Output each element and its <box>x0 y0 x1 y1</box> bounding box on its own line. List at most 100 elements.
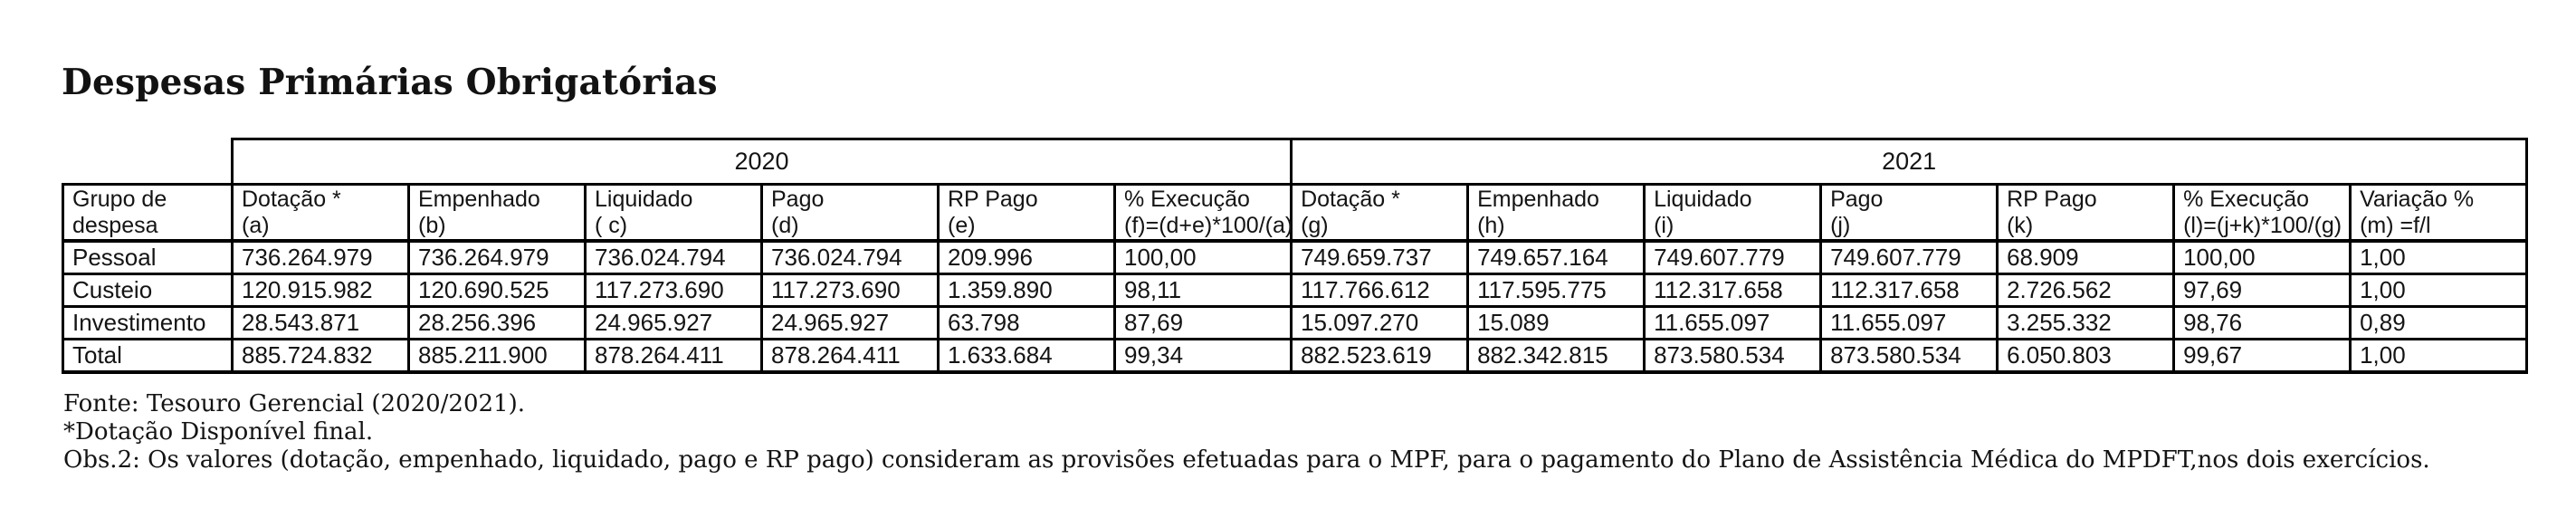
table-cell: 736.264.979 <box>231 239 410 275</box>
table-cell: 117.595.775 <box>1466 273 1646 308</box>
table-cell: 0,89 <box>2349 305 2529 340</box>
header-line: % Execução <box>2183 187 2310 212</box>
header-line: Liquidado <box>1654 187 1752 212</box>
table-row: Investimento 28.543.871 28.256.396 24.965.9… <box>62 305 2529 340</box>
header-line: Variação % <box>2360 187 2475 212</box>
header-line: ( c) <box>595 213 628 238</box>
table-row: Custeio 120.915.982 120.690.525 117.273.690… <box>62 273 2529 308</box>
table-cell: 15.089 <box>1466 305 1646 340</box>
table-cell: 24.965.927 <box>760 305 940 340</box>
table-cell: 736.264.979 <box>407 239 587 275</box>
column-header: Empenhado (h) <box>1466 183 1646 243</box>
table-cell: 97,69 <box>2172 273 2352 308</box>
table-cell: 2.726.562 <box>1996 273 2176 308</box>
header-line: Pago <box>1830 187 1884 212</box>
column-header: Liquidado( c) <box>584 183 763 243</box>
header-line: Pago <box>771 187 825 212</box>
row-label: Pessoal <box>62 239 234 275</box>
column-header: % Execução (l)=(j+k)*100/(g) <box>2172 183 2352 243</box>
header-line: Liquidado <box>595 187 693 212</box>
header-line: (f)=(d+e)*100/(a) <box>1124 213 1293 238</box>
header-line: (i) <box>1654 213 1674 238</box>
header-line: (g) <box>1301 213 1329 238</box>
page-title: Despesas Primárias Obrigatórias <box>62 62 718 103</box>
footnotes: Fonte: Tesouro Gerencial (2020/2021). *D… <box>63 390 2430 474</box>
table-cell: 100,00 <box>1112 239 1293 275</box>
header-line: (b) <box>418 213 446 238</box>
header-line: % Execução <box>1124 187 1250 212</box>
table-corner-spacer <box>63 139 233 185</box>
table-cell: 1,00 <box>2349 239 2529 275</box>
table-cell: 749.607.779 <box>1643 239 1823 275</box>
table-cell: 68.909 <box>1996 239 2176 275</box>
header-line: (k) <box>2007 213 2034 238</box>
header-line: Empenhado <box>418 187 540 212</box>
header-line: (e) <box>948 213 976 238</box>
footnote-asterisk: *Dotação Disponível final. <box>63 418 374 446</box>
table-cell: 15.097.270 <box>1290 305 1470 340</box>
header-line: Dotação * <box>1301 187 1400 212</box>
footnote-obs2: Obs.2: Os valores (dotação, empenhado, l… <box>63 446 2430 474</box>
table-cell: 749.657.164 <box>1466 239 1646 275</box>
table-cell: 24.965.927 <box>584 305 763 340</box>
table-cell: 117.273.690 <box>760 273 940 308</box>
table-cell: 882.523.619 <box>1290 338 1470 374</box>
table-cell: 120.915.982 <box>231 273 410 308</box>
row-label: Investimento <box>62 305 234 340</box>
table-cell: 749.659.737 <box>1290 239 1470 275</box>
table-cell: 736.024.794 <box>584 239 763 275</box>
table-cell: 873.580.534 <box>1819 338 1999 374</box>
table-cell: 120.690.525 <box>407 273 587 308</box>
table-cell: 11.655.097 <box>1643 305 1823 340</box>
table-cell: 1,00 <box>2349 273 2529 308</box>
header-line: RP Pago <box>948 187 1038 212</box>
table-cell: 209.996 <box>937 239 1116 275</box>
header-line: RP Pago <box>2007 187 2097 212</box>
column-header: Variação % (m) =f/l <box>2349 183 2529 243</box>
table-cell: 98,11 <box>1112 273 1293 308</box>
table-cell: 100,00 <box>2172 239 2352 275</box>
row-label: Custeio <box>62 273 234 308</box>
column-header: RP Pago (e) <box>937 183 1116 243</box>
column-header: Dotação * (g) <box>1290 183 1470 243</box>
table-cell: 98,76 <box>2172 305 2352 340</box>
table-cell: 1.633.684 <box>937 338 1116 374</box>
table-cell: 6.050.803 <box>1996 338 2176 374</box>
header-line: (d) <box>771 213 799 238</box>
header-line: (a) <box>242 213 270 238</box>
table-cell: 112.317.658 <box>1819 273 1999 308</box>
table-cell: 882.342.815 <box>1466 338 1646 374</box>
table-cell: 28.256.396 <box>407 305 587 340</box>
header-line: (l)=(j+k)*100/(g) <box>2183 213 2342 238</box>
table-cell: 749.607.779 <box>1819 239 1999 275</box>
table-cell: 112.317.658 <box>1643 273 1823 308</box>
header-line: Dotação * <box>242 187 341 212</box>
table-row: Pessoal 736.264.979 736.264.979 736.024.794… <box>62 239 2529 275</box>
table-cell: 1.359.890 <box>937 273 1116 308</box>
table-cell: 736.024.794 <box>760 239 940 275</box>
table-cell: 885.211.900 <box>407 338 587 374</box>
table-cell: 878.264.411 <box>760 338 940 374</box>
year-header: 2021 <box>1290 138 2529 186</box>
table-cell: 28.543.871 <box>231 305 410 340</box>
table-cell: 3.255.332 <box>1996 305 2176 340</box>
header-line: despesa <box>72 213 158 238</box>
column-header-group: Grupo de despesa <box>62 183 234 243</box>
table-row: Total 885.724.832 885.211.900 878.264.411 87… <box>62 338 2529 374</box>
table-cell: 878.264.411 <box>584 338 763 374</box>
column-header: Pago (j) <box>1819 183 1999 243</box>
column-header: Empenhado (b) <box>407 183 587 243</box>
header-line: (h) <box>1477 213 1505 238</box>
column-header: Pago (d) <box>760 183 940 243</box>
table-cell: 1,00 <box>2349 338 2529 374</box>
column-header: % Execução (f)=(d+e)*100/(a) <box>1112 183 1293 243</box>
table-cell: 873.580.534 <box>1643 338 1823 374</box>
table-cell: 885.724.832 <box>231 338 410 374</box>
footnote-source: Fonte: Tesouro Gerencial (2020/2021). <box>63 390 525 417</box>
table-cell: 117.273.690 <box>584 273 763 308</box>
header-line: (m) =f/l <box>2360 213 2431 238</box>
header-line: Empenhado <box>1477 187 1599 212</box>
table-cell: 87,69 <box>1112 305 1293 340</box>
year-header: 2020 <box>230 138 1293 186</box>
column-header: Liquidado (i) <box>1643 183 1823 243</box>
